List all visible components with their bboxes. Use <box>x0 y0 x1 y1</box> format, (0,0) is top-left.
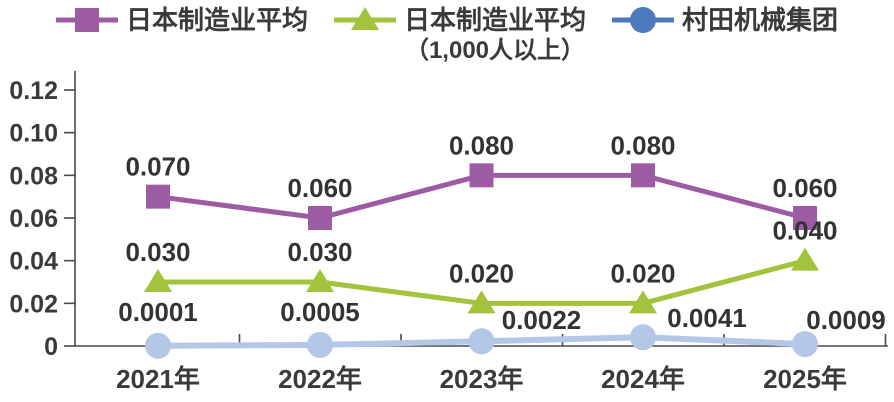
legend: 日本制造业平均 日本制造业平均 （1,000人以上） 村田机械集团 <box>0 0 894 66</box>
svg-text:0.08: 0.08 <box>9 162 58 190</box>
svg-text:0.080: 0.080 <box>449 130 514 160</box>
svg-text:0.12: 0.12 <box>9 77 58 105</box>
svg-text:0.0009: 0.0009 <box>806 305 886 335</box>
svg-text:0.040: 0.040 <box>772 216 837 246</box>
svg-text:0.070: 0.070 <box>125 152 190 182</box>
svg-text:2022年: 2022年 <box>278 364 362 394</box>
legend-label: 日本制造业平均 <box>403 5 586 35</box>
circle-marker-icon <box>612 7 674 33</box>
svg-text:0.10: 0.10 <box>9 120 58 148</box>
square-marker-icon <box>55 8 118 32</box>
triangle-marker-icon <box>333 7 396 30</box>
svg-text:0.030: 0.030 <box>287 237 352 267</box>
svg-text:2023年: 2023年 <box>440 364 524 394</box>
svg-text:0.0022: 0.0022 <box>502 305 582 335</box>
svg-text:0.060: 0.060 <box>772 173 837 203</box>
legend-sublabel: （1,000人以上） <box>404 37 586 64</box>
legend-item-murata-machinery-group: 村田机械集团 <box>612 4 838 36</box>
svg-text:0.06: 0.06 <box>9 205 58 233</box>
svg-text:0.0005: 0.0005 <box>280 297 360 327</box>
svg-text:0.02: 0.02 <box>9 290 58 318</box>
svg-text:0.020: 0.020 <box>610 258 675 288</box>
svg-text:0.0041: 0.0041 <box>667 303 747 333</box>
legend-item-japan-mfg-avg: 日本制造业平均 <box>55 4 308 36</box>
svg-text:2024年: 2024年 <box>601 364 685 394</box>
svg-text:0.0001: 0.0001 <box>118 297 198 327</box>
svg-text:0: 0 <box>44 333 58 361</box>
svg-text:0.04: 0.04 <box>9 248 58 276</box>
legend-label: 日本制造业平均 <box>125 5 308 35</box>
legend-label: 村田机械集团 <box>682 5 839 35</box>
svg-text:2021年: 2021年 <box>116 364 200 394</box>
svg-text:0.030: 0.030 <box>125 237 190 267</box>
svg-text:0.020: 0.020 <box>449 258 514 288</box>
legend-item-japan-mfg-avg-1000plus: 日本制造业平均 （1,000人以上） <box>333 4 586 66</box>
svg-text:2025年: 2025年 <box>763 364 847 394</box>
svg-text:0.060: 0.060 <box>287 173 352 203</box>
svg-text:0.080: 0.080 <box>610 130 675 160</box>
